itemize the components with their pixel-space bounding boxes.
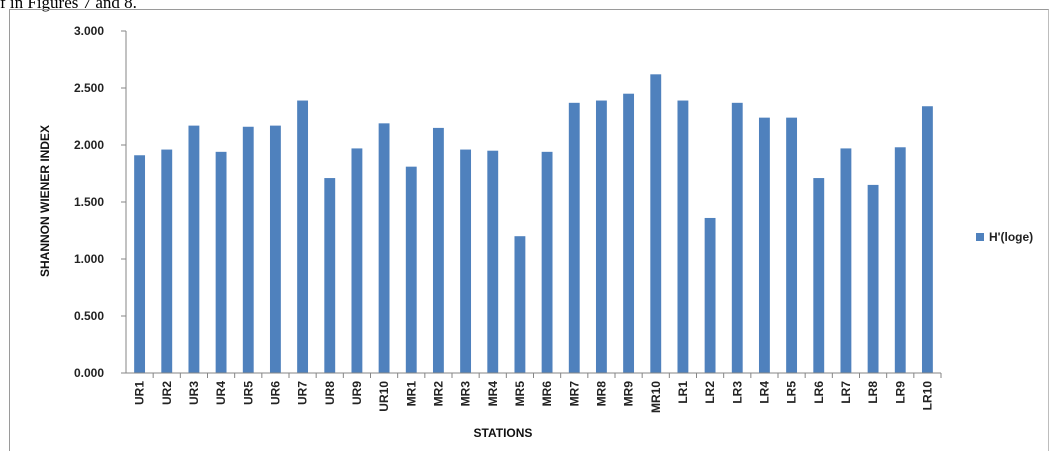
x-tick-label: MR4 xyxy=(486,381,500,407)
bar-ur8 xyxy=(324,178,336,373)
x-tick-label: UR9 xyxy=(350,381,364,405)
x-tick-label: MR3 xyxy=(459,381,473,407)
bar-ur3 xyxy=(188,125,200,374)
bar-ur7 xyxy=(297,100,309,373)
x-tick-label: LR2 xyxy=(703,381,717,404)
bar-mr5 xyxy=(514,236,526,373)
x-tick-label: UR1 xyxy=(133,381,147,405)
x-tick-label: LR4 xyxy=(757,381,771,404)
x-tick-label: LR10 xyxy=(920,381,934,411)
bar-ur6 xyxy=(269,125,281,374)
x-tick-label: LR7 xyxy=(839,381,853,404)
x-tick-label: UR6 xyxy=(268,381,282,405)
legend-label: H'(loge) xyxy=(989,230,1033,244)
x-tick-label: MR2 xyxy=(431,381,445,407)
bar-ur10 xyxy=(378,123,390,373)
x-tick-label: MR1 xyxy=(404,381,418,407)
legend-swatch xyxy=(976,233,984,241)
y-tick-label: 0.000 xyxy=(74,366,104,380)
bar-ur5 xyxy=(242,126,254,373)
y-tick-label: 2.500 xyxy=(74,81,104,95)
legend: H'(loge) xyxy=(976,230,1033,244)
x-axis: UR1 UR2 UR3 UR4 UR5 UR6 UR7 UR8 UR9 UR10 MR1 MR2 MR3… xyxy=(126,372,942,413)
y-axis-title: SHANNON WIENER INDEX xyxy=(38,125,52,277)
bar-lr2 xyxy=(704,217,716,373)
bar-mr9 xyxy=(623,93,635,373)
x-tick-label: UR4 xyxy=(214,381,228,405)
bar-ur4 xyxy=(215,151,227,373)
bar-ur2 xyxy=(161,149,173,373)
x-tick-label: LR3 xyxy=(730,381,744,404)
y-tick-label: 1.000 xyxy=(74,252,104,266)
x-tick-label: UR2 xyxy=(160,381,174,405)
bar-ur9 xyxy=(351,148,363,373)
x-tick-label: UR10 xyxy=(377,381,391,412)
bar-lr1 xyxy=(677,100,689,373)
x-tick-label: MR9 xyxy=(622,381,636,407)
bar-mr2 xyxy=(432,127,444,374)
x-tick-label: UR8 xyxy=(323,381,337,405)
bar-mr7 xyxy=(568,102,580,373)
bar-lr9 xyxy=(894,147,906,373)
x-tick-label: LR9 xyxy=(893,381,907,404)
bar-lr4 xyxy=(758,117,770,373)
bar-mr6 xyxy=(541,151,553,373)
bar-lr7 xyxy=(840,148,852,373)
x-axis-title: STATIONS xyxy=(474,426,533,440)
y-axis: 0.000 0.500 1.000 1.500 2.000 2.500 3.000 xyxy=(74,24,127,380)
x-tick-label: MR8 xyxy=(594,381,608,407)
x-tick-label: MR6 xyxy=(540,381,554,407)
x-tick-label: UR7 xyxy=(296,381,310,405)
bars xyxy=(134,74,933,374)
bar-lr3 xyxy=(731,102,743,373)
bar-mr8 xyxy=(595,100,607,373)
bar-mr1 xyxy=(405,166,417,373)
x-tick-label: UR5 xyxy=(241,381,255,405)
bar-lr6 xyxy=(813,178,825,373)
bar-mr10 xyxy=(650,74,662,373)
chart-frame xyxy=(9,9,1049,451)
x-tick-label: LR1 xyxy=(676,381,690,404)
bar-ur1 xyxy=(134,155,146,373)
bar-lr10 xyxy=(921,106,933,374)
y-tick-label: 2.000 xyxy=(74,138,104,152)
y-tick-label: 0.500 xyxy=(74,309,104,323)
y-tick-label: 3.000 xyxy=(74,24,104,38)
bar-lr8 xyxy=(867,184,879,373)
x-tick-label: MR10 xyxy=(649,381,663,413)
x-tick-label: LR8 xyxy=(866,381,880,404)
x-tick-label: MR5 xyxy=(513,381,527,407)
bar-mr4 xyxy=(487,150,499,373)
x-tick-label: LR6 xyxy=(812,381,826,404)
x-tick-label: MR7 xyxy=(567,381,581,407)
bar-mr3 xyxy=(460,149,472,373)
y-tick-label: 1.500 xyxy=(74,195,104,209)
x-tick-label: UR3 xyxy=(187,381,201,405)
x-tick-label: LR5 xyxy=(785,381,799,404)
bar-lr5 xyxy=(786,117,798,373)
